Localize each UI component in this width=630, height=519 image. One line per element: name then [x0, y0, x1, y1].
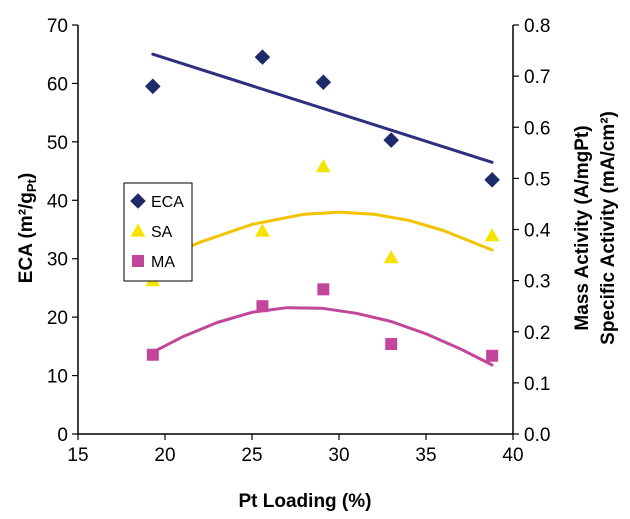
y-left-tick-label: 50: [47, 133, 68, 154]
legend-label-eca: ECA: [151, 194, 184, 211]
sa-point: [383, 250, 399, 264]
y-left-tick-label: 10: [47, 367, 68, 388]
legend-label-ma: MA: [151, 254, 175, 271]
y-right-tick-label: 0.1: [524, 374, 550, 395]
sa-trend-line: [151, 210, 494, 265]
ma-point: [146, 348, 159, 361]
eca-point: [254, 49, 271, 65]
x-tick-label: 15: [67, 445, 88, 466]
plot-marks: [145, 49, 500, 362]
y-left-tick-label: 70: [47, 16, 68, 37]
legend-marker-ma: [132, 255, 144, 267]
y-right-tick-label: 0.3: [524, 272, 550, 293]
y-left-tick-label: 20: [47, 308, 68, 329]
y-left-tick-label: 60: [47, 74, 68, 95]
y-axis-right-title-2: Specific Activity (mA/cm²): [598, 111, 619, 345]
y-axis-right-title-1: Mass Activity (A/mgPt): [572, 125, 593, 330]
plot-lines: [151, 52, 494, 367]
y-right-tick-label: 0.2: [524, 323, 550, 344]
y-right-tick-label: 0.8: [524, 16, 550, 37]
ma-trend-line: [151, 306, 494, 367]
x-axis-title: Pt Loading (%): [239, 491, 372, 512]
eca-point: [145, 78, 161, 95]
y-left-tick-label: 0: [57, 425, 68, 446]
x-tick-label: 35: [415, 445, 436, 466]
axes: 15 20 25 30 35 40 0 10 20 30 40 50 60 70 0.0 0.1 0.2 0.3 0…: [47, 16, 551, 466]
x-tick-label: 40: [502, 445, 523, 466]
sa-point: [255, 223, 270, 237]
eca-trend-line: [151, 52, 494, 164]
y-left-tick-label: 30: [47, 250, 68, 271]
ma-point: [317, 283, 330, 296]
eca-point: [484, 172, 500, 188]
y-right-tick-label: 0.0: [524, 425, 550, 446]
ma-point: [385, 338, 398, 351]
legend-marker-sa: [130, 223, 146, 237]
y-right-tick-label: 0.6: [524, 118, 550, 139]
y-right-tick-label: 0.4: [524, 221, 551, 242]
sa-point: [484, 228, 500, 242]
x-tick-label: 25: [241, 445, 262, 466]
y-right-tick-label: 0.7: [524, 67, 550, 88]
y-right-tick-label: 0.5: [524, 169, 550, 190]
ma-point: [256, 300, 269, 313]
legend-marker-eca: [130, 193, 146, 209]
sa-point: [315, 159, 331, 173]
y-axis-left-title: ECA (m²/gPt): [16, 173, 39, 283]
x-tick-label: 20: [154, 445, 175, 466]
eca-point: [383, 132, 399, 148]
x-tick-label: 30: [328, 445, 349, 466]
ma-point: [486, 349, 499, 362]
y-left-tick-label: 40: [47, 191, 68, 212]
legend: ECA SA MA: [123, 182, 193, 282]
legend-label-sa: SA: [151, 224, 173, 241]
eca-point: [315, 74, 332, 91]
